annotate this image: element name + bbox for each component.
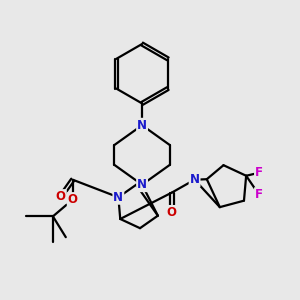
Text: N: N [137,178,147,191]
Text: N: N [113,191,123,204]
Text: F: F [255,188,263,201]
Text: N: N [190,173,200,186]
Text: N: N [137,119,147,132]
Text: O: O [56,190,66,203]
Text: O: O [68,193,78,206]
Text: F: F [255,166,263,179]
Text: O: O [167,206,177,219]
